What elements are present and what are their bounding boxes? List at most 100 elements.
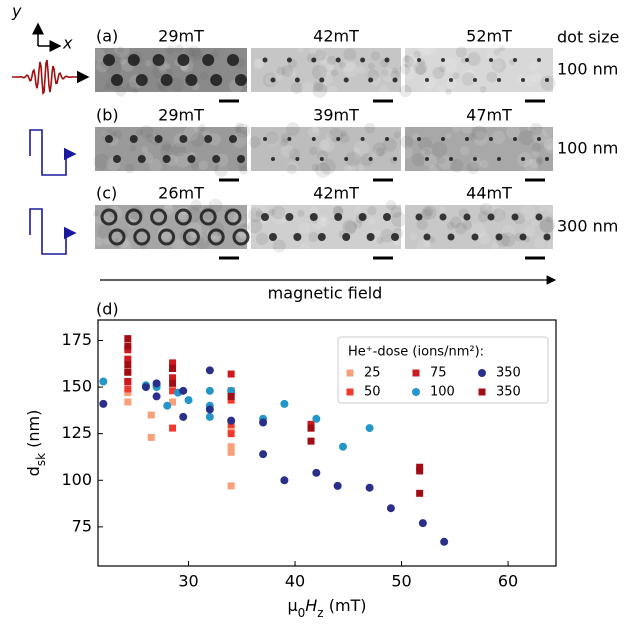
skyrmion-dot (342, 233, 351, 241)
data-point (152, 379, 161, 388)
texture (297, 209, 305, 217)
texture (439, 206, 446, 213)
texture (547, 144, 554, 151)
texture (524, 75, 537, 87)
texture (318, 60, 334, 75)
texture (169, 77, 184, 92)
texture (353, 147, 361, 155)
texture (423, 206, 434, 217)
data-point (312, 468, 321, 477)
skyrmion-dot (150, 208, 168, 226)
data-point (365, 424, 374, 433)
texture (320, 138, 335, 153)
skyrmion-dot (187, 155, 196, 163)
texture (398, 145, 413, 160)
texture (152, 65, 166, 79)
texture (411, 152, 426, 167)
texture (445, 133, 452, 140)
texture (381, 69, 389, 77)
skyrmion-dot (262, 57, 268, 63)
texture (391, 67, 399, 74)
texture (531, 150, 540, 158)
texture (530, 219, 538, 227)
data-point (307, 424, 315, 432)
texture (421, 146, 433, 159)
data-point (179, 386, 188, 395)
rf-pulse-icon (12, 59, 78, 95)
data-point (169, 424, 177, 432)
row-label: (c) (96, 184, 117, 203)
data-point (280, 476, 289, 485)
skyrmion-dot (368, 77, 374, 83)
texture (520, 204, 536, 220)
texture (343, 48, 357, 62)
texture (364, 122, 376, 134)
texture (339, 132, 350, 144)
x-axis-label-part: H (305, 596, 317, 615)
texture (117, 46, 125, 54)
texture (276, 66, 286, 76)
texture (543, 138, 560, 154)
texture (318, 139, 330, 151)
data-point (147, 411, 155, 419)
data-point (307, 420, 315, 428)
data-point (205, 366, 214, 375)
data-point (365, 483, 374, 492)
texture (413, 50, 421, 59)
data-point (416, 463, 424, 471)
skyrmion-dot (415, 213, 423, 221)
texture (253, 58, 264, 69)
texture (467, 69, 474, 76)
skyrmion-dot (465, 58, 469, 62)
texture (311, 163, 320, 172)
texture (190, 161, 200, 170)
texture (518, 130, 535, 146)
texture (314, 49, 326, 61)
axis-x-label: x (62, 34, 73, 53)
skyrmion-dot (294, 77, 300, 83)
texture (253, 58, 265, 70)
texture (191, 49, 203, 61)
skyrmion-dot (207, 228, 225, 246)
texture (290, 81, 303, 94)
skyrmion-dot (185, 74, 198, 86)
texture (342, 58, 356, 72)
data-point (124, 398, 132, 406)
data-point (227, 392, 235, 400)
texture (418, 41, 432, 56)
skyrmion-dot (366, 233, 375, 241)
texture (533, 237, 546, 250)
data-point (312, 414, 321, 423)
texture (212, 234, 220, 241)
texture (542, 126, 553, 138)
micrograph (405, 127, 553, 171)
skyrmion-dot (235, 74, 247, 86)
skyrmion-dot (237, 155, 245, 163)
data-point (147, 433, 155, 441)
texture (308, 231, 319, 243)
legend-label: 25 (364, 366, 381, 381)
texture (452, 123, 461, 133)
texture (390, 206, 403, 218)
skyrmion-dot (487, 213, 495, 221)
texture (469, 157, 482, 169)
legend-label: 100 (430, 385, 455, 400)
field-label: 42mT (313, 184, 359, 203)
texture (415, 64, 426, 75)
texture (486, 71, 498, 83)
field-axis-label: magnetic field (268, 284, 383, 303)
texture (280, 144, 294, 158)
texture (506, 124, 520, 139)
texture (311, 64, 327, 80)
pulse-icon (29, 208, 77, 255)
field-label: 42mT (313, 27, 359, 46)
texture (300, 81, 315, 96)
texture (461, 72, 476, 86)
texture (140, 125, 154, 139)
texture (129, 144, 137, 152)
texture (498, 45, 505, 52)
texture (265, 133, 279, 147)
texture (344, 221, 357, 234)
row-label: (b) (96, 106, 119, 125)
data-point (184, 396, 193, 405)
